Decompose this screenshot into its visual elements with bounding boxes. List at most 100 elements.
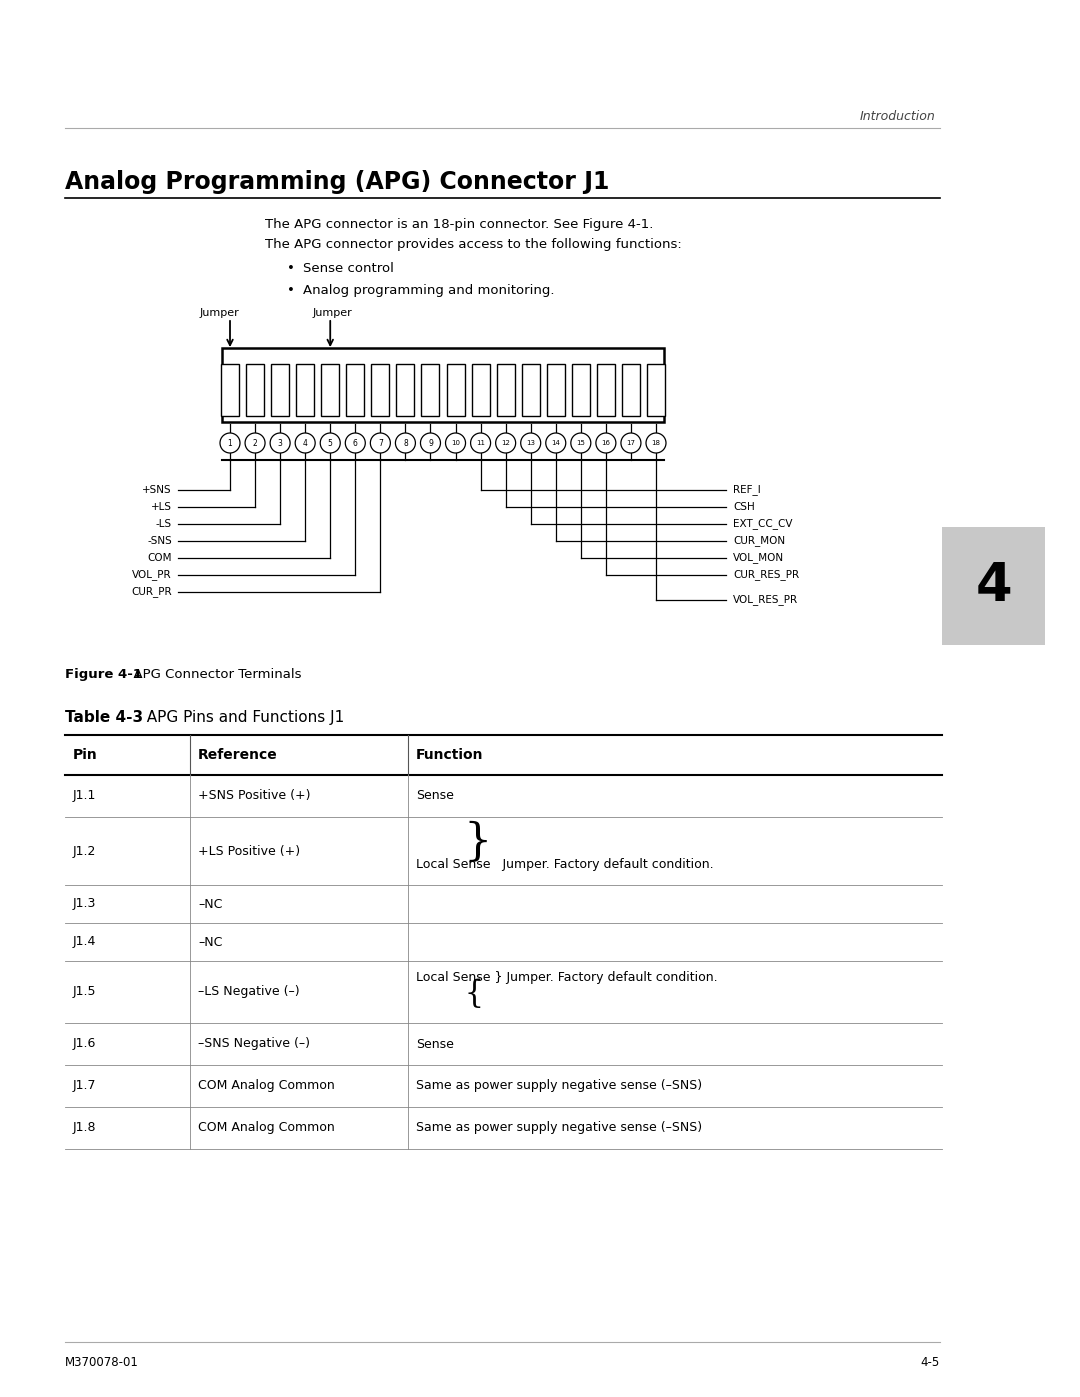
Text: 4-5: 4-5: [921, 1356, 940, 1369]
Text: J1.6: J1.6: [73, 1038, 96, 1051]
Text: •: •: [287, 263, 295, 275]
Circle shape: [571, 433, 591, 453]
Bar: [246, 365, 264, 416]
Text: J1.2: J1.2: [73, 845, 96, 858]
Text: Sense: Sense: [416, 789, 454, 802]
Text: 7: 7: [378, 439, 382, 447]
Circle shape: [596, 433, 616, 453]
Text: Jumper: Jumper: [312, 307, 352, 319]
Text: M370078-01: M370078-01: [65, 1356, 139, 1369]
Text: –LS Negative (–): –LS Negative (–): [198, 985, 299, 999]
Bar: [497, 365, 515, 416]
Text: 15: 15: [577, 440, 585, 446]
Text: Same as power supply negative sense (–SNS): Same as power supply negative sense (–SN…: [416, 1080, 702, 1092]
Bar: [321, 365, 339, 416]
Text: 8: 8: [403, 439, 408, 447]
Text: J1.1: J1.1: [73, 789, 96, 802]
Text: REF_I: REF_I: [733, 485, 760, 496]
Circle shape: [446, 433, 465, 453]
Text: CUR_PR: CUR_PR: [132, 587, 172, 598]
Text: EXT_CC_CV: EXT_CC_CV: [733, 518, 793, 529]
Text: Analog programming and monitoring.: Analog programming and monitoring.: [303, 284, 554, 298]
Circle shape: [521, 433, 541, 453]
Circle shape: [395, 433, 416, 453]
Bar: [571, 365, 590, 416]
Text: +SNS: +SNS: [143, 485, 172, 495]
Text: J1.4: J1.4: [73, 936, 96, 949]
Text: J1.8: J1.8: [73, 1122, 96, 1134]
Text: VOL_MON: VOL_MON: [733, 553, 784, 563]
Text: J1.3: J1.3: [73, 897, 96, 911]
Bar: [446, 365, 464, 416]
Text: CUR_RES_PR: CUR_RES_PR: [733, 570, 799, 580]
Text: CSH: CSH: [733, 502, 755, 511]
Circle shape: [420, 433, 441, 453]
Text: +LS Positive (+): +LS Positive (+): [198, 845, 300, 858]
Text: Introduction: Introduction: [860, 110, 935, 123]
Text: VOL_PR: VOL_PR: [133, 570, 172, 580]
Text: APG Pins and Functions J1: APG Pins and Functions J1: [137, 710, 345, 725]
Text: -LS: -LS: [156, 520, 172, 529]
Text: The APG connector provides access to the following functions:: The APG connector provides access to the…: [265, 237, 681, 251]
Text: CUR_MON: CUR_MON: [733, 535, 785, 546]
Circle shape: [321, 433, 340, 453]
Bar: [546, 365, 565, 416]
Text: –NC: –NC: [198, 936, 222, 949]
Text: Same as power supply negative sense (–SNS): Same as power supply negative sense (–SN…: [416, 1122, 702, 1134]
Bar: [372, 365, 390, 416]
Text: J1.7: J1.7: [73, 1080, 96, 1092]
Bar: [296, 365, 314, 416]
Bar: [472, 365, 489, 416]
Text: Jumper: Jumper: [200, 307, 240, 319]
Text: VOL_RES_PR: VOL_RES_PR: [733, 595, 798, 605]
Text: Figure 4-1: Figure 4-1: [65, 668, 141, 680]
Text: 9: 9: [428, 439, 433, 447]
Text: 5: 5: [328, 439, 333, 447]
Text: Sense control: Sense control: [303, 263, 394, 275]
Text: 4: 4: [302, 439, 308, 447]
Text: Analog Programming (APG) Connector J1: Analog Programming (APG) Connector J1: [65, 170, 609, 194]
Text: Sense: Sense: [416, 1038, 454, 1051]
Text: COM: COM: [148, 553, 172, 563]
Text: 2: 2: [253, 439, 257, 447]
Text: 4: 4: [975, 560, 1012, 612]
Text: Local Sense   Jumper. Factory default condition.: Local Sense Jumper. Factory default cond…: [416, 858, 714, 870]
Text: 17: 17: [626, 440, 635, 446]
Text: J1.5: J1.5: [73, 985, 96, 999]
Text: APG Connector Terminals: APG Connector Terminals: [125, 668, 301, 680]
Text: 18: 18: [651, 440, 661, 446]
Text: COM Analog Common: COM Analog Common: [198, 1080, 335, 1092]
Bar: [221, 365, 239, 416]
Circle shape: [346, 433, 365, 453]
Text: 3: 3: [278, 439, 283, 447]
Circle shape: [245, 433, 265, 453]
Text: +SNS Positive (+): +SNS Positive (+): [198, 789, 311, 802]
Bar: [396, 365, 415, 416]
Text: –SNS Negative (–): –SNS Negative (–): [198, 1038, 310, 1051]
Circle shape: [545, 433, 566, 453]
Text: +LS: +LS: [151, 502, 172, 511]
Circle shape: [646, 433, 666, 453]
Text: –NC: –NC: [198, 897, 222, 911]
Text: }: }: [463, 821, 492, 865]
Text: 1: 1: [228, 439, 232, 447]
Text: Reference: Reference: [198, 747, 278, 761]
Circle shape: [270, 433, 291, 453]
Text: 11: 11: [476, 440, 485, 446]
Text: COM Analog Common: COM Analog Common: [198, 1122, 335, 1134]
Circle shape: [471, 433, 490, 453]
Text: 16: 16: [602, 440, 610, 446]
Text: -SNS: -SNS: [147, 536, 172, 546]
Circle shape: [295, 433, 315, 453]
Text: Table 4-3: Table 4-3: [65, 710, 144, 725]
Text: Pin: Pin: [73, 747, 98, 761]
Text: 6: 6: [353, 439, 357, 447]
Bar: [347, 365, 364, 416]
Bar: [522, 365, 540, 416]
Text: Local Sense } Jumper. Factory default condition.: Local Sense } Jumper. Factory default co…: [416, 971, 717, 983]
Circle shape: [370, 433, 390, 453]
Bar: [597, 365, 615, 416]
Text: 13: 13: [526, 440, 536, 446]
Text: 12: 12: [501, 440, 510, 446]
Circle shape: [220, 433, 240, 453]
